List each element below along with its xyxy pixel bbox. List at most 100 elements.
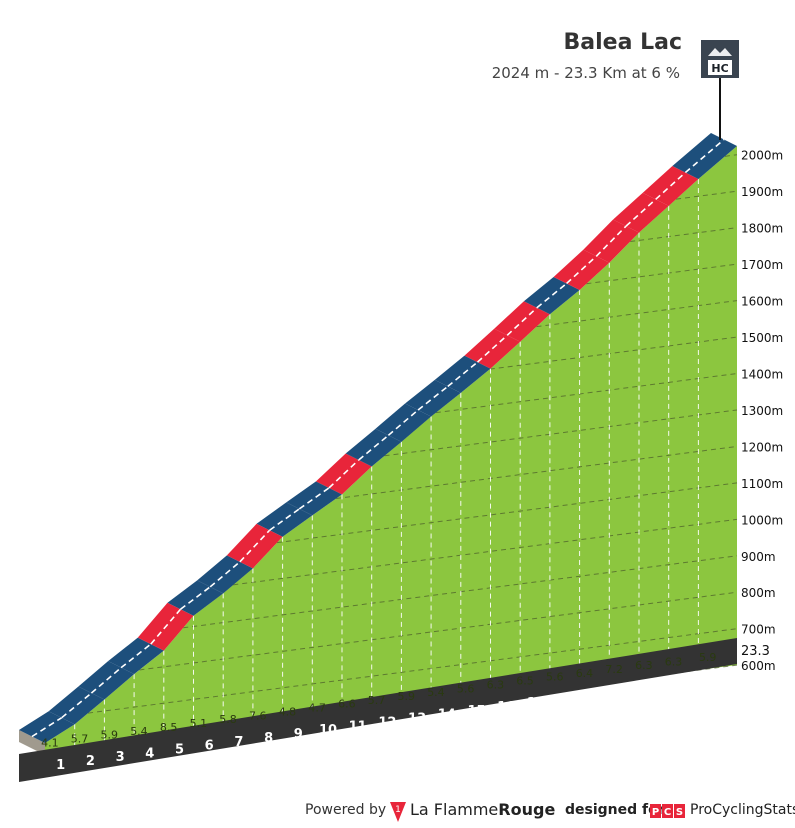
hc-category-label: HC bbox=[711, 62, 728, 75]
km-marker-label: 2 bbox=[86, 754, 95, 769]
y-tick-label: 2000m bbox=[741, 149, 783, 163]
gradient-band-segment bbox=[345, 428, 402, 467]
gradient-label: 5.1 bbox=[190, 717, 208, 730]
gradient-band-segment bbox=[286, 481, 342, 516]
gradient-label: 5.4 bbox=[427, 686, 445, 699]
road-centerline bbox=[209, 561, 241, 588]
gradient-label: 5.7 bbox=[368, 694, 386, 707]
climb-subtitle: 2024 m - 23.3 Km at 6 % bbox=[491, 64, 680, 82]
road-centerline bbox=[298, 487, 330, 510]
pcs-letter-c: C bbox=[664, 807, 671, 818]
procyclingstats-brand[interactable]: ProCyclingStats bbox=[690, 802, 795, 818]
gradient-band-segment bbox=[523, 276, 580, 315]
altitude-gridline bbox=[336, 445, 738, 500]
y-tick-label: 800m bbox=[741, 586, 776, 600]
gradient-label: 6.3 bbox=[635, 659, 653, 672]
km-marker-label: 18 bbox=[557, 692, 575, 707]
gradient-label: 7.2 bbox=[605, 663, 623, 676]
powered-by-label: Powered by bbox=[305, 802, 386, 818]
y-tick-label: 1000m bbox=[741, 513, 783, 527]
gradient-label: 5.6 bbox=[457, 682, 475, 695]
road-centerline bbox=[566, 255, 597, 285]
y-tick-label: 600m bbox=[741, 659, 776, 673]
road-centerline bbox=[31, 717, 63, 738]
gradient-band-segment bbox=[167, 580, 224, 616]
gradient-label: 5.9 bbox=[100, 729, 118, 742]
road-centerline bbox=[684, 138, 725, 174]
gradient-label: 5.4 bbox=[130, 725, 148, 738]
road-centerline bbox=[90, 667, 122, 694]
gradient-label: 7.6 bbox=[249, 709, 267, 722]
km-marker-label: 22 bbox=[675, 677, 693, 692]
gradient-band-segment bbox=[405, 379, 461, 417]
gradient-label: 6.5 bbox=[516, 675, 534, 688]
road-centerline bbox=[61, 692, 92, 719]
road-centerline bbox=[447, 361, 478, 388]
road-centerline bbox=[536, 282, 568, 309]
altitude-gridline bbox=[183, 555, 738, 629]
gradient-label: 6.6 bbox=[338, 698, 356, 711]
km-marker-label: 10 bbox=[319, 723, 337, 738]
gradient-band-segment bbox=[108, 637, 164, 675]
km-marker-label: 15 bbox=[467, 704, 485, 719]
altitude-gridline bbox=[724, 154, 738, 157]
km-marker-label: 11 bbox=[349, 719, 367, 734]
hc-label-bg bbox=[708, 60, 732, 75]
gradient-label: 4.1 bbox=[41, 736, 59, 749]
road-centerline bbox=[625, 198, 657, 227]
flamme-rouge-brand[interactable]: La FlammeRouge bbox=[410, 800, 555, 819]
road-centerline bbox=[476, 334, 508, 363]
gradient-band-segment bbox=[78, 661, 135, 700]
altitude-gridline bbox=[676, 190, 738, 200]
km-marker-label: 8 bbox=[264, 731, 273, 746]
y-tick-label: 1500m bbox=[741, 331, 783, 345]
road-centerline bbox=[595, 225, 627, 257]
gradient-label: 6.3 bbox=[665, 655, 683, 668]
y-tick-label: 1200m bbox=[741, 440, 783, 454]
road-centerline bbox=[506, 307, 538, 336]
road-centerline bbox=[328, 459, 360, 489]
altitude-gridline bbox=[139, 591, 738, 671]
km-marker-label: 14 bbox=[438, 708, 456, 723]
km-marker-label: 12 bbox=[378, 715, 396, 730]
gradient-band-segment bbox=[434, 355, 491, 393]
climb-title: Balea Lac bbox=[563, 30, 683, 55]
pcs-letter-s: S bbox=[676, 807, 683, 818]
road-centerline bbox=[239, 529, 271, 563]
km-marker-label: 6 bbox=[205, 739, 214, 754]
km-marker-label: 13 bbox=[408, 712, 426, 727]
gradient-band-segment bbox=[256, 502, 313, 537]
road-centerline bbox=[387, 409, 419, 436]
km-marker-label: 19 bbox=[586, 688, 604, 703]
altitude-gridline bbox=[536, 300, 738, 328]
svg-text:1: 1 bbox=[395, 805, 401, 815]
gradient-band-segment bbox=[375, 403, 432, 442]
km-marker-label: 9 bbox=[294, 727, 303, 742]
designed-for-label: designed for bbox=[565, 802, 665, 818]
gradient-label: 8.5 bbox=[160, 721, 178, 734]
mountain-icon bbox=[708, 48, 732, 56]
profile-side-wall bbox=[19, 730, 45, 755]
y-tick-label: 1300m bbox=[741, 404, 783, 418]
km-marker-label: 17 bbox=[527, 696, 545, 711]
km-marker-label: 20 bbox=[616, 685, 634, 700]
km-base-strip bbox=[19, 638, 737, 782]
gradient-label: 5.8 bbox=[219, 713, 237, 726]
road-centerline bbox=[120, 643, 152, 669]
gradient-label: 5.6 bbox=[546, 671, 564, 684]
y-tick-label: 1600m bbox=[741, 295, 783, 309]
road-centerline bbox=[269, 508, 300, 531]
y-tick-label: 1900m bbox=[741, 185, 783, 199]
gradient-band-segment bbox=[197, 555, 253, 594]
gradient-label: 4.8 bbox=[279, 705, 297, 718]
brand-part-a: La Flamme bbox=[410, 800, 499, 819]
altitude-gridline bbox=[88, 628, 738, 714]
y-tick-label: 1800m bbox=[741, 222, 783, 236]
gradient-band-segment bbox=[48, 686, 105, 725]
y-tick-label: 1100m bbox=[741, 477, 783, 491]
road-centerline bbox=[417, 385, 449, 411]
pcs-logo-icon: P C S bbox=[650, 804, 685, 818]
flamme-rouge-logo-icon: 1 bbox=[390, 802, 406, 822]
gradient-label: 5.9 bbox=[397, 690, 415, 703]
